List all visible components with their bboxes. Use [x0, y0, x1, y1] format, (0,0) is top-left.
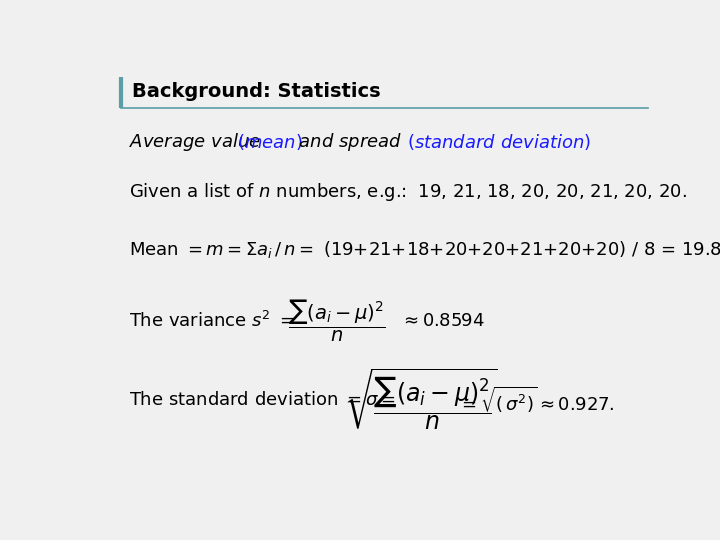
- Text: The standard deviation $= \sigma =$: The standard deviation $= \sigma =$: [129, 390, 396, 409]
- Text: $= \sqrt{(\,\sigma^2)} \approx 0.927.$: $= \sqrt{(\,\sigma^2)} \approx 0.927.$: [459, 384, 615, 415]
- Text: Background: Statistics: Background: Statistics: [132, 82, 380, 102]
- Text: $\mathit{(standard\ deviation)}$: $\mathit{(standard\ deviation)}$: [407, 132, 591, 152]
- Text: $\dfrac{\sum (a_i - \mu)^2}{n}$: $\dfrac{\sum (a_i - \mu)^2}{n}$: [288, 298, 386, 343]
- Text: $\approx 0.8594$: $\approx 0.8594$: [400, 312, 485, 329]
- Text: $\mathit{\ and\ spread\ }$: $\mathit{\ and\ spread\ }$: [292, 131, 402, 153]
- Text: Mean $= m = \Sigma a_i\,/\,n =$ (19+21+18+20+20+21+20+20) / 8 = 19.875: Mean $= m = \Sigma a_i\,/\,n =$ (19+21+1…: [129, 239, 720, 260]
- Text: $\sqrt{\dfrac{\sum (a_i - \mu)^2}{n}}$: $\sqrt{\dfrac{\sum (a_i - \mu)^2}{n}}$: [344, 366, 498, 433]
- Text: Given a list of $n$ numbers, e.g.:  19, 21, 18, 20, 20, 21, 20, 20.: Given a list of $n$ numbers, e.g.: 19, 2…: [129, 180, 687, 202]
- Text: The variance $s^2\ =$: The variance $s^2\ =$: [129, 310, 294, 330]
- Text: $\mathit{Average\ value\ }$: $\mathit{Average\ value\ }$: [129, 131, 261, 153]
- Text: $\mathit{(mean)}$: $\mathit{(mean)}$: [237, 132, 302, 152]
